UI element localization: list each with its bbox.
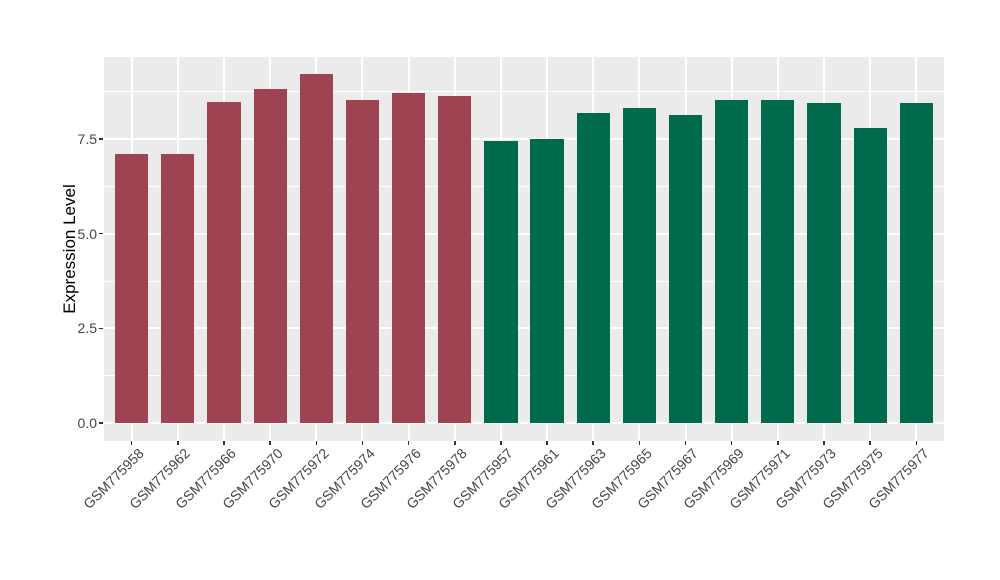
minor-gridline: [104, 280, 944, 282]
x-tick: [730, 441, 733, 445]
y-tick-label: 0.0: [77, 415, 97, 431]
bar-GSM775977: [899, 103, 933, 423]
x-tick: [315, 441, 318, 445]
x-tick: [223, 441, 225, 445]
y-tick: [99, 327, 103, 330]
x-tick: [915, 441, 918, 445]
bar-GSM775970: [253, 89, 287, 423]
x-tick: [684, 441, 687, 445]
bar-GSM775962: [161, 154, 195, 423]
y-tick-label: 2.5: [77, 320, 97, 337]
x-tick: [454, 441, 456, 445]
bar-GSM775965: [622, 108, 656, 423]
x-tick: [177, 441, 179, 445]
y-tick: [99, 422, 103, 424]
bar-GSM775978: [438, 95, 472, 423]
bar-GSM775975: [853, 127, 887, 423]
y-tick: [99, 138, 103, 140]
minor-gridline: [104, 91, 944, 93]
x-tick: [777, 441, 779, 445]
x-tick: [638, 441, 641, 445]
bar-GSM775974: [345, 99, 380, 423]
x-tick: [407, 441, 410, 445]
bar-GSM775973: [807, 103, 841, 423]
y-tick: [99, 232, 103, 235]
bar-GSM775971: [761, 99, 795, 423]
bar-GSM775957: [484, 140, 518, 423]
major-gridline: [104, 137, 944, 140]
bar-GSM775969: [715, 100, 749, 423]
x-tick: [869, 441, 871, 445]
bar-GSM775972: [299, 73, 333, 423]
bar-GSM775961: [530, 139, 564, 423]
bar-GSM775967: [668, 114, 703, 423]
y-tick-label: 7.5: [77, 130, 97, 147]
major-gridline: [104, 422, 944, 424]
x-tick: [823, 441, 825, 445]
minor-gridline: [104, 375, 944, 377]
major-gridline: [104, 327, 944, 330]
x-tick: [361, 441, 364, 445]
bar-GSM775966: [207, 101, 241, 423]
minor-gridline: [104, 185, 944, 187]
bar-GSM775958: [115, 154, 149, 423]
bar-GSM775976: [392, 92, 426, 423]
major-gridline: [104, 232, 944, 235]
x-tick: [592, 441, 594, 445]
y-tick-label: 5.0: [77, 225, 97, 242]
x-tick: [546, 441, 548, 445]
x-tick: [500, 441, 502, 445]
x-tick: [130, 441, 133, 445]
plot-panel: [104, 57, 944, 441]
x-tick: [269, 441, 271, 445]
bar-GSM775963: [576, 113, 610, 423]
y-axis-title: Expression Level: [60, 184, 79, 314]
